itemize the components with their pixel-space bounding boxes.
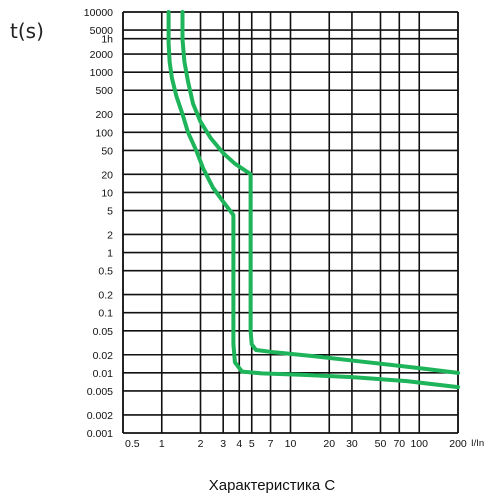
x-tick-label-6: 7 (268, 438, 274, 450)
y-tick-label-10: 10 (101, 187, 113, 199)
y-tick-label-2: 1h (101, 34, 113, 46)
y-tick-label-1: 5000 (90, 25, 114, 37)
y-tick-label-9: 20 (101, 169, 113, 181)
y-tick-label-13: 1 (107, 248, 113, 260)
y-tick-label-3: 2000 (90, 49, 114, 61)
y-tick-label-20: 0.005 (87, 386, 113, 398)
x-tick-label-10: 50 (375, 438, 387, 450)
grid (122, 11, 459, 434)
chart-title: Характеристика C (209, 477, 336, 494)
y-tick-label-19: 0.01 (93, 368, 114, 380)
x-tick-label-8: 20 (323, 438, 335, 450)
y-tick-label-8: 50 (101, 145, 113, 157)
y-tick-label-5: 500 (95, 85, 113, 97)
y-tick-label-6: 200 (95, 109, 113, 121)
y-tick-label-11: 5 (107, 206, 113, 218)
series-curve-0 (166, 10, 460, 390)
series-curve-1 (180, 10, 460, 375)
x-tick-label-7: 10 (285, 438, 297, 450)
y-axis-label: t(s) (10, 19, 44, 43)
x-tick-label-1: 1 (159, 438, 165, 450)
y-tick-label-22: 0.001 (87, 428, 113, 440)
y-tick-label-4: 1000 (90, 67, 114, 79)
y-tick-label-16: 0.1 (98, 308, 113, 320)
x-tick-label-3: 3 (220, 438, 226, 450)
y-tick-label-18: 0.02 (93, 350, 114, 362)
y-tick-label-21: 0.002 (87, 410, 113, 422)
y-tick-label-14: 0.5 (98, 266, 113, 278)
x-tick-labels: 0.5 1 2 3 4 5 7 10 20 30 50 70 100 200 (125, 438, 467, 450)
x-tick-label-13: 200 (449, 438, 467, 450)
y-tick-label-7: 100 (95, 127, 113, 139)
y-tick-label-12: 2 (107, 229, 113, 241)
y-tick-label-0: 10000 (84, 7, 113, 19)
x-tick-label-11: 70 (393, 438, 405, 450)
x-tick-label-9: 30 (346, 438, 358, 450)
x-tick-label-0: 0.5 (125, 438, 140, 450)
x-tick-label-12: 100 (410, 438, 428, 450)
x-axis-label: I/In (471, 438, 484, 449)
y-tick-label-15: 0.2 (98, 290, 113, 302)
x-tick-label-5: 5 (249, 438, 255, 450)
curves (166, 10, 460, 390)
x-tick-label-2: 2 (198, 438, 204, 450)
x-tick-label-4: 4 (236, 438, 242, 450)
y-tick-label-17: 0.05 (93, 326, 114, 338)
